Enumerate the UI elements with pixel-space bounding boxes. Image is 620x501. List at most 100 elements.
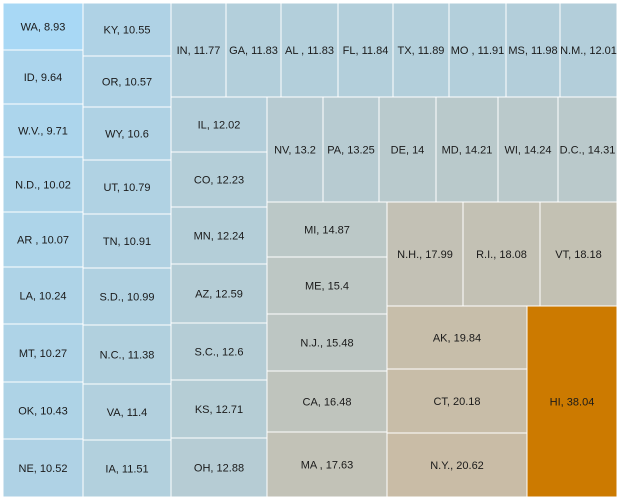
- treemap-cell-label: NE, 10.52: [19, 463, 68, 475]
- treemap-cell: MI, 14.87: [266, 201, 388, 258]
- treemap-cell: WY, 10.6: [82, 106, 172, 161]
- treemap-cell-label: OK, 10.43: [18, 406, 68, 418]
- treemap-cell-rect: [386, 305, 528, 370]
- treemap-cell-label: AK, 19.84: [433, 333, 481, 345]
- treemap-cell-label: VA, 11.4: [107, 407, 148, 419]
- treemap-cell: N.J., 15.48: [266, 313, 388, 372]
- treemap-cell-rect: [386, 368, 528, 434]
- treemap-cell-rect: [2, 381, 84, 440]
- treemap-cell-label: N.C., 11.38: [100, 350, 155, 362]
- treemap-cell: N.Y., 20.62: [386, 432, 528, 498]
- treemap-cell-label: D.C., 14.31: [560, 145, 616, 157]
- treemap-cell: S.D., 10.99: [82, 267, 172, 326]
- treemap-cell: R.I., 18.08: [462, 201, 541, 307]
- treemap-cell-label: GA, 11.83: [229, 45, 278, 57]
- treemap-cell-label: N.H., 17.99: [397, 249, 453, 261]
- treemap-cell-label: MD, 14.21: [442, 145, 493, 157]
- treemap-cell-rect: [170, 206, 268, 265]
- treemap-cell-rect: [505, 2, 561, 98]
- treemap-cell-rect: [280, 2, 339, 98]
- treemap-cell-rect: [170, 96, 268, 153]
- treemap-cell: GA, 11.83: [225, 2, 282, 98]
- treemap-cell: MD, 14.21: [435, 96, 499, 203]
- treemap-cell: MS, 11.98: [505, 2, 561, 98]
- treemap-cell: MO , 11.91: [448, 2, 507, 98]
- treemap-cell: CO, 12.23: [170, 151, 268, 208]
- treemap-cell-label: KY, 10.55: [104, 25, 151, 37]
- treemap-cell-rect: [170, 2, 227, 98]
- treemap-cell: N.C., 11.38: [82, 324, 172, 385]
- treemap-cell: OR, 10.57: [82, 55, 172, 108]
- treemap-cell: KS, 12.71: [170, 379, 268, 439]
- treemap-cell: MA , 17.63: [266, 431, 388, 498]
- treemap-cell: DE, 14: [378, 96, 437, 203]
- treemap-cell-rect: [378, 96, 437, 203]
- treemap-cell-rect: [386, 201, 464, 307]
- treemap-cell: VA, 11.4: [82, 383, 172, 441]
- treemap-cell-rect: [82, 2, 172, 57]
- treemap-cell-label: MI, 14.87: [304, 225, 350, 237]
- treemap-cell-rect: [82, 439, 172, 498]
- treemap-cell: N.H., 17.99: [386, 201, 464, 307]
- treemap-cell-label: WY, 10.6: [105, 129, 149, 141]
- treemap-cell-label: AZ, 12.59: [195, 289, 243, 301]
- treemap-cell-rect: [539, 201, 618, 307]
- treemap-cell-label: OR, 10.57: [102, 77, 152, 89]
- treemap-cell: D.C., 14.31: [557, 96, 618, 203]
- treemap-cell: NV, 13.2: [266, 96, 324, 203]
- treemap-cell-label: W.V., 9.71: [18, 126, 68, 138]
- treemap-cell-rect: [266, 370, 388, 433]
- treemap-cell-label: N.J., 15.48: [300, 338, 353, 350]
- treemap-cell-label: CT, 20.18: [433, 396, 480, 408]
- treemap-cell-rect: [82, 383, 172, 441]
- treemap-cell-label: N.D., 10.02: [15, 180, 71, 192]
- treemap-cell-label: NV, 13.2: [274, 145, 316, 157]
- treemap-cell-label: AL , 11.83: [285, 45, 334, 57]
- treemap-cell-rect: [392, 2, 450, 98]
- treemap-cell-label: ID, 9.64: [24, 72, 63, 84]
- treemap-cell: IL, 12.02: [170, 96, 268, 153]
- treemap-cell: AL , 11.83: [280, 2, 339, 98]
- treemap-cell-rect: [266, 201, 388, 258]
- treemap-cell-rect: [82, 106, 172, 161]
- treemap-cell-label: IN, 11.77: [177, 45, 221, 57]
- treemap-cell-rect: [266, 313, 388, 372]
- treemap-cell: MN, 12.24: [170, 206, 268, 265]
- treemap-cell-rect: [2, 2, 84, 51]
- treemap-cell: TN, 10.91: [82, 213, 172, 269]
- treemap-cell: CT, 20.18: [386, 368, 528, 434]
- treemap-cell-label: N.M., 12.01: [560, 45, 617, 57]
- treemap-cell-rect: [2, 438, 84, 498]
- treemap-cell: VT, 18.18: [539, 201, 618, 307]
- treemap-cell-label: WI, 14.24: [504, 145, 551, 157]
- treemap-cell: W.V., 9.71: [2, 103, 84, 158]
- treemap-cell-label: MN, 12.24: [194, 231, 245, 243]
- treemap-cell-rect: [337, 2, 394, 98]
- treemap-cell-label: WA, 8.93: [21, 22, 66, 34]
- treemap-cell: N.D., 10.02: [2, 156, 84, 213]
- treemap-cell-rect: [386, 432, 528, 498]
- treemap-cell: ME, 15.4: [266, 256, 388, 315]
- treemap-cell-label: DE, 14: [391, 145, 425, 157]
- treemap-cell: OH, 12.88: [170, 437, 268, 498]
- treemap-cell-rect: [497, 96, 559, 203]
- treemap-cell: AK, 19.84: [386, 305, 528, 370]
- treemap-cell-label: CO, 12.23: [194, 175, 244, 187]
- treemap-cell: S.C., 12.6: [170, 322, 268, 381]
- treemap-cell: MT, 10.27: [2, 323, 84, 383]
- treemap-cell: IA, 11.51: [82, 439, 172, 498]
- treemap-cell-label: IA, 11.51: [105, 464, 148, 476]
- treemap-cell: KY, 10.55: [82, 2, 172, 57]
- treemap-cell-label: FL, 11.84: [343, 45, 389, 57]
- treemap-cell: OK, 10.43: [2, 381, 84, 440]
- treemap-cell-rect: [2, 266, 84, 325]
- treemap-cell-rect: [322, 96, 380, 203]
- treemap-cell: NE, 10.52: [2, 438, 84, 498]
- treemap-cell: ID, 9.64: [2, 49, 84, 105]
- treemap-cell-label: CA, 16.48: [303, 397, 352, 409]
- treemap-cell-rect: [225, 2, 282, 98]
- treemap-cell-label: TX, 11.89: [398, 45, 445, 57]
- treemap-cell-rect: [82, 213, 172, 269]
- treemap-cell: UT, 10.79: [82, 159, 172, 215]
